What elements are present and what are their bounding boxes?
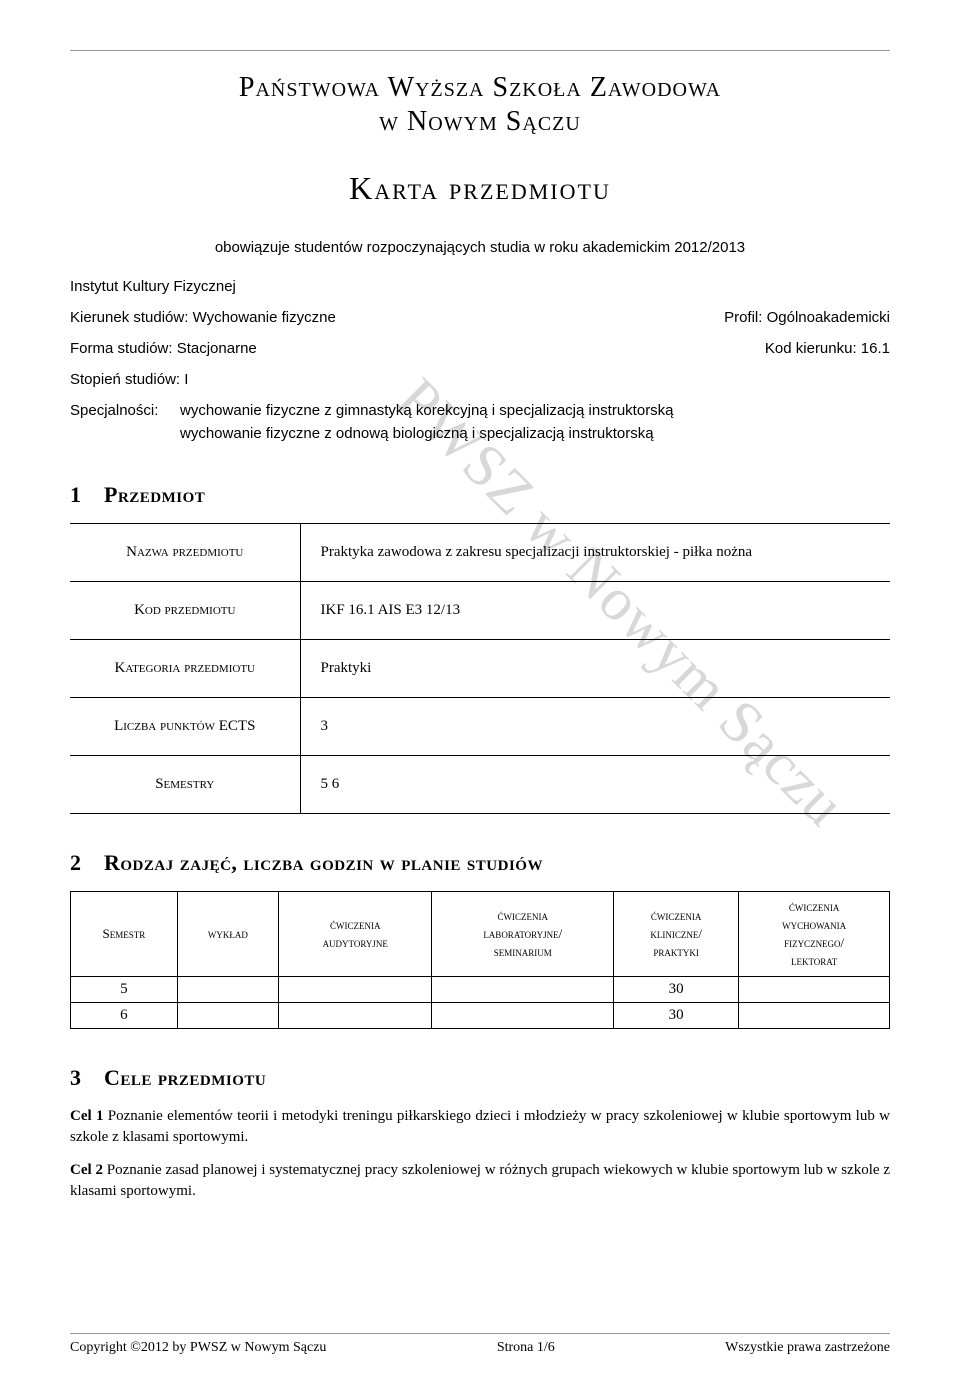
hours-cell: 5 [71, 977, 178, 1003]
section-number: 3 [70, 1063, 98, 1094]
subject-row-value: 5 6 [300, 755, 890, 813]
section-title: Cele przedmiotu [104, 1065, 266, 1090]
hours-cell [278, 1003, 432, 1029]
hours-header-cell: Semestr [71, 891, 178, 977]
footer: Copyright ©2012 by PWSZ w Nowym Sączu St… [70, 1333, 890, 1358]
hours-cell [739, 977, 890, 1003]
institution-line1: Państwowa Wyższa Szkoła Zawodowa [239, 72, 721, 103]
institute: Instytut Kultury Fizycznej [70, 276, 236, 297]
hours-cell: 30 [614, 1003, 739, 1029]
applies-text: obowiązuje studentów rozpoczynających st… [70, 237, 890, 258]
hours-cell: 30 [614, 977, 739, 1003]
stopien: Stopień studiów: I [70, 369, 188, 390]
goals-block: Cel 1 Poznanie elementów teorii i metody… [70, 1106, 890, 1202]
subject-row-value: 3 [300, 697, 890, 755]
section-1-heading: 1 Przedmiot [70, 480, 890, 511]
forma: Forma studiów: Stacjonarne [70, 338, 257, 359]
footer-left: Copyright ©2012 by PWSZ w Nowym Sączu [70, 1338, 326, 1358]
section-2-heading: 2 Rodzaj zajęć, liczba godzin w planie s… [70, 848, 890, 879]
subject-row-label: Liczba punktów ECTS [70, 697, 300, 755]
goal-item: Cel 2 Poznanie zasad planowej i systemat… [70, 1160, 890, 1202]
section-3-heading: 3 Cele przedmiotu [70, 1063, 890, 1094]
institution-line2: w Nowym Sączu [379, 106, 581, 137]
footer-right: Wszystkie prawa zastrzeżone [725, 1338, 890, 1358]
hours-header-cell: wykład [177, 891, 278, 977]
hours-header-cell: ćwiczeniakliniczne/praktyki [614, 891, 739, 977]
spec-line: wychowanie fizyczne z gimnastyką korekcy… [180, 400, 674, 421]
kod-kierunku: Kod kierunku: 16.1 [765, 338, 890, 359]
section-title: Przedmiot [104, 482, 205, 507]
hours-cell [177, 1003, 278, 1029]
hours-header-cell: ćwiczeniaaudytoryjne [278, 891, 432, 977]
section-title: Rodzaj zajęć, liczba godzin w planie stu… [104, 850, 543, 875]
hours-table: Semestrwykładćwiczeniaaudytoryjnećwiczen… [70, 891, 890, 1030]
hours-cell [739, 1003, 890, 1029]
hours-cell: 6 [71, 1003, 178, 1029]
hours-cell [432, 1003, 614, 1029]
subject-row-label: Kod przedmiotu [70, 581, 300, 639]
subject-row-value: IKF 16.1 AIS E3 12/13 [300, 581, 890, 639]
section-number: 1 [70, 480, 98, 511]
hours-cell [432, 977, 614, 1003]
hours-header-cell: ćwiczeniawychowaniafizycznego/lektorat [739, 891, 890, 977]
document-title: Karta przedmiotu [70, 166, 890, 211]
subject-row-label: Semestry [70, 755, 300, 813]
specjalnosci-list: wychowanie fizyczne z gimnastyką korekcy… [180, 400, 674, 446]
subject-table: Nazwa przedmiotuPraktyka zawodowa z zakr… [70, 523, 890, 814]
subject-row-label: Nazwa przedmiotu [70, 523, 300, 581]
hours-cell [278, 977, 432, 1003]
section-number: 2 [70, 848, 98, 879]
profil: Profil: Ogólnoakademicki [724, 307, 890, 328]
institution-name: Państwowa Wyższa Szkoła Zawodowa w Nowym… [70, 71, 890, 138]
specjalnosci-label: Specjalności: [70, 400, 180, 446]
goal-item: Cel 1 Poznanie elementów teorii i metody… [70, 1106, 890, 1148]
hours-cell [177, 977, 278, 1003]
hours-header-cell: ćwiczenialaboratoryjne/seminarium [432, 891, 614, 977]
footer-center: Strona 1/6 [497, 1338, 555, 1358]
subject-row-value: Praktyki [300, 639, 890, 697]
subject-row-value: Praktyka zawodowa z zakresu specjalizacj… [300, 523, 890, 581]
subject-row-label: Kategoria przedmiotu [70, 639, 300, 697]
spec-line: wychowanie fizyczne z odnową biologiczną… [180, 423, 674, 444]
top-rule [70, 50, 890, 51]
kierunek: Kierunek studiów: Wychowanie fizyczne [70, 307, 336, 328]
